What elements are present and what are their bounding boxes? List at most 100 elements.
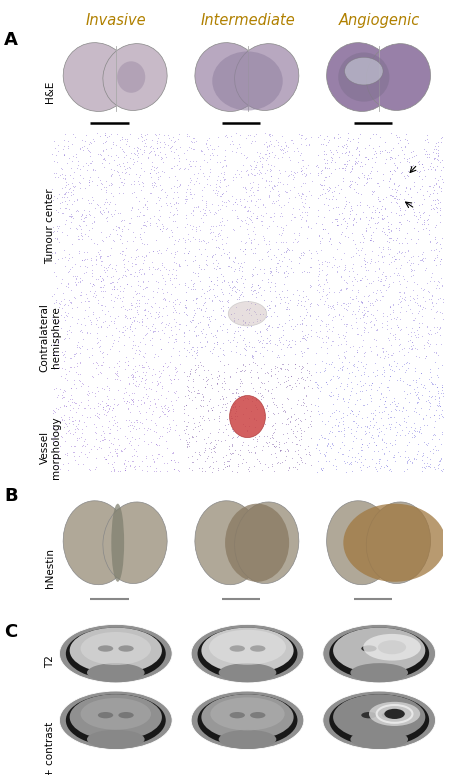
Point — [134, 209, 141, 222]
Point — [380, 447, 387, 460]
Point — [230, 401, 237, 413]
Point — [195, 384, 202, 396]
Point — [336, 237, 343, 250]
Point — [198, 145, 205, 157]
Point — [388, 396, 395, 408]
Point — [167, 274, 174, 286]
Point — [85, 138, 92, 150]
Point — [68, 312, 76, 324]
Point — [323, 356, 330, 369]
Point — [357, 443, 364, 456]
Point — [146, 186, 153, 198]
Point — [128, 187, 135, 199]
Point — [414, 386, 422, 398]
Point — [212, 184, 220, 196]
Point — [234, 430, 242, 443]
Point — [68, 185, 75, 198]
Point — [76, 325, 84, 337]
Point — [394, 180, 401, 192]
Point — [64, 177, 72, 190]
Point — [431, 275, 438, 288]
Point — [266, 436, 273, 448]
Point — [392, 404, 400, 416]
Point — [341, 139, 348, 151]
Point — [127, 212, 134, 224]
Point — [284, 363, 291, 375]
Point — [125, 377, 132, 390]
Point — [400, 170, 407, 183]
Point — [298, 266, 306, 278]
Point — [219, 426, 226, 439]
Point — [122, 414, 130, 426]
Point — [154, 311, 161, 323]
Point — [276, 443, 284, 456]
Point — [325, 323, 332, 336]
Point — [303, 168, 310, 181]
Point — [394, 137, 401, 150]
Point — [424, 136, 432, 148]
Point — [238, 439, 246, 451]
Point — [254, 279, 261, 291]
Point — [118, 248, 126, 260]
Point — [165, 268, 172, 281]
Point — [332, 212, 339, 225]
Point — [211, 446, 218, 458]
Point — [186, 384, 193, 397]
Point — [52, 171, 59, 184]
Point — [241, 338, 248, 350]
Point — [349, 366, 356, 378]
Point — [78, 377, 85, 389]
Point — [251, 340, 258, 353]
Point — [286, 313, 293, 326]
Point — [323, 320, 330, 332]
Point — [380, 250, 387, 262]
Point — [287, 410, 294, 422]
Point — [75, 176, 82, 188]
Point — [166, 294, 173, 307]
Point — [283, 392, 290, 405]
Point — [260, 267, 267, 280]
Point — [140, 257, 147, 269]
Point — [72, 278, 80, 291]
Point — [52, 167, 59, 180]
Point — [371, 204, 378, 216]
Point — [140, 254, 148, 267]
Point — [85, 394, 92, 406]
Point — [284, 291, 291, 303]
Point — [106, 310, 113, 322]
Point — [354, 285, 361, 298]
Point — [81, 267, 88, 279]
Point — [78, 133, 85, 146]
Point — [85, 205, 92, 217]
Point — [84, 398, 91, 411]
Point — [261, 148, 269, 160]
Point — [212, 248, 219, 260]
Point — [244, 424, 251, 436]
Point — [291, 233, 298, 246]
Point — [155, 377, 162, 389]
Point — [302, 333, 309, 346]
Point — [195, 425, 203, 437]
Point — [213, 207, 220, 219]
Point — [224, 301, 231, 313]
Point — [129, 342, 136, 354]
Point — [198, 263, 205, 275]
Point — [86, 174, 93, 186]
Point — [319, 255, 326, 267]
Point — [320, 133, 328, 145]
Point — [170, 238, 177, 250]
Point — [205, 319, 212, 332]
Point — [254, 181, 261, 193]
Point — [303, 342, 310, 354]
Point — [136, 336, 144, 349]
Point — [328, 436, 335, 449]
Point — [428, 164, 435, 176]
Point — [227, 308, 234, 321]
Point — [80, 204, 87, 216]
Point — [215, 350, 222, 362]
Point — [353, 377, 360, 390]
Point — [86, 301, 93, 313]
Point — [92, 312, 99, 324]
Point — [165, 425, 172, 437]
Point — [299, 246, 306, 259]
